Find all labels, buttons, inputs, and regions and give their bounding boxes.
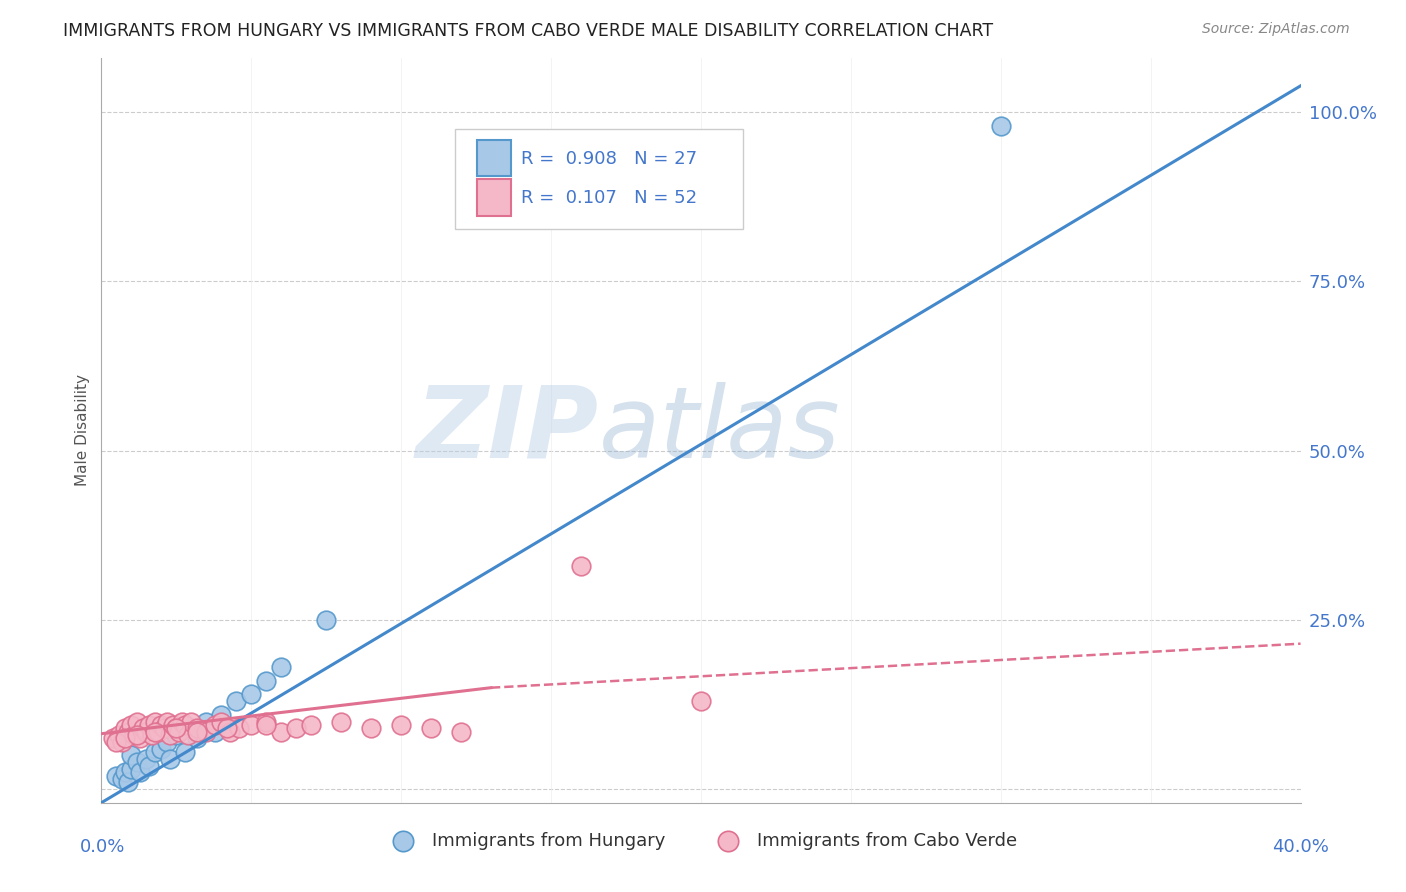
Point (120, 748, 142, 763)
Point (172, 714, 194, 729)
Point (270, 660, 292, 674)
Point (186, 721, 208, 735)
Point (156, 714, 179, 729)
Text: ZIP: ZIP (416, 382, 599, 479)
Point (228, 721, 250, 735)
Point (127, 714, 149, 729)
Point (165, 721, 187, 735)
Text: Source: ZipAtlas.com: Source: ZipAtlas.com (1202, 22, 1350, 37)
Point (148, 724, 170, 739)
Point (240, 688, 263, 702)
Point (204, 724, 226, 739)
Point (143, 745, 166, 759)
Point (180, 721, 202, 735)
Point (159, 728, 181, 742)
Point (156, 735, 179, 749)
Point (389, 718, 412, 732)
Point (177, 728, 200, 742)
Point (114, 721, 136, 735)
Point (127, 728, 149, 742)
Point (209, 714, 232, 729)
Point (153, 721, 176, 735)
Point (186, 724, 208, 739)
Point (111, 772, 134, 786)
FancyBboxPatch shape (477, 179, 512, 216)
Point (159, 752, 181, 766)
Point (209, 707, 232, 722)
Point (195, 724, 218, 739)
Point (138, 758, 160, 772)
Point (162, 718, 184, 732)
Point (990, 119, 1012, 133)
Point (165, 721, 187, 735)
Point (569, 558, 592, 573)
Point (254, 714, 277, 729)
Point (240, 718, 263, 732)
Text: R =  0.107   N = 52: R = 0.107 N = 52 (522, 189, 697, 207)
Point (195, 714, 218, 729)
Point (174, 745, 197, 759)
Point (117, 724, 139, 739)
Point (122, 728, 145, 742)
Point (285, 721, 308, 735)
Point (217, 721, 239, 735)
Point (420, 721, 443, 735)
Point (270, 724, 292, 739)
Point (103, 731, 125, 746)
Point (129, 765, 152, 780)
Point (689, 694, 711, 708)
Point (180, 714, 202, 729)
Point (138, 718, 160, 732)
Point (186, 731, 208, 746)
Point (117, 775, 139, 789)
Point (141, 728, 163, 742)
Point (299, 718, 322, 732)
Point (143, 724, 166, 739)
Point (219, 724, 242, 739)
Point (114, 731, 136, 746)
Text: 0.0%: 0.0% (80, 838, 125, 855)
Point (135, 724, 157, 739)
Point (129, 731, 152, 746)
Legend: Immigrants from Hungary, Immigrants from Cabo Verde: Immigrants from Hungary, Immigrants from… (377, 824, 1025, 857)
FancyBboxPatch shape (477, 140, 512, 177)
Point (330, 714, 353, 729)
Point (108, 728, 131, 742)
Point (174, 718, 197, 732)
Point (165, 728, 187, 742)
Point (114, 765, 136, 780)
Point (111, 735, 134, 749)
Point (120, 718, 142, 732)
Point (150, 741, 173, 756)
Point (450, 724, 472, 739)
FancyBboxPatch shape (456, 128, 742, 229)
Point (315, 613, 337, 627)
Point (150, 718, 173, 732)
Point (105, 735, 128, 749)
Point (167, 724, 190, 739)
Point (254, 673, 277, 688)
Text: IMMIGRANTS FROM HUNGARY VS IMMIGRANTS FROM CABO VERDE MALE DISABILITY CORRELATIO: IMMIGRANTS FROM HUNGARY VS IMMIGRANTS FR… (63, 22, 994, 40)
Text: 40.0%: 40.0% (1272, 838, 1329, 855)
Point (127, 755, 149, 769)
Point (105, 769, 128, 783)
Point (254, 718, 277, 732)
Point (225, 694, 247, 708)
Point (120, 762, 142, 776)
Point (132, 721, 155, 735)
Text: atlas: atlas (599, 382, 841, 479)
Point (135, 752, 157, 766)
Text: R =  0.908   N = 27: R = 0.908 N = 27 (522, 150, 697, 168)
Y-axis label: Male Disability: Male Disability (75, 375, 90, 486)
Point (204, 718, 226, 732)
Point (143, 714, 166, 729)
Point (360, 721, 382, 735)
